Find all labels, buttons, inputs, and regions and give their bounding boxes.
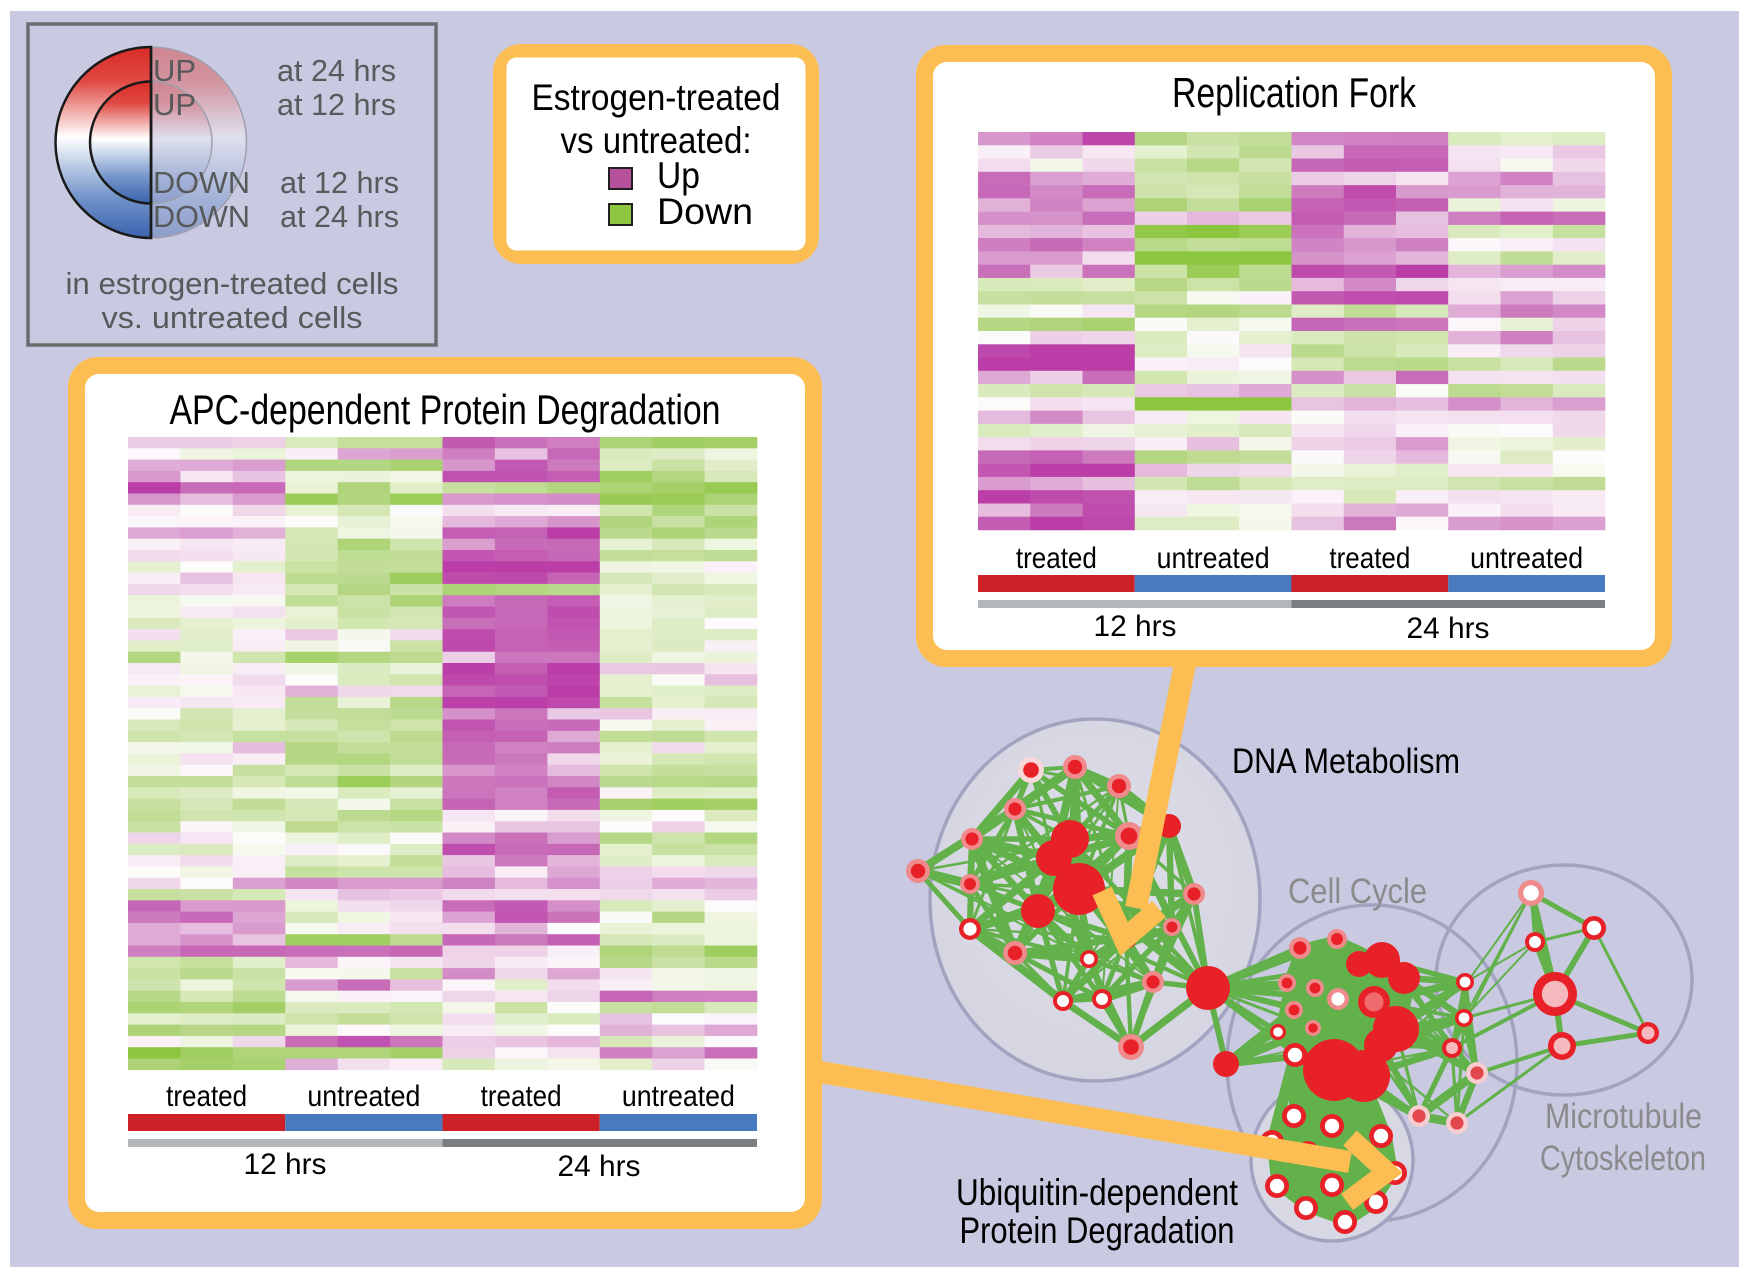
svg-text:treated: treated [1329,542,1410,575]
svg-text:Replication Fork: Replication Fork [1172,69,1417,116]
svg-text:Protein Degradation: Protein Degradation [960,1210,1235,1251]
svg-text:12 hrs: 12 hrs [244,1148,327,1181]
svg-text:treated: treated [1016,542,1097,575]
svg-text:untreated: untreated [1157,542,1270,575]
svg-text:vs. untreated cells: vs. untreated cells [102,300,363,335]
svg-text:at 24 hrs: at 24 hrs [280,199,399,234]
svg-text:APC-dependent Protein Degradat: APC-dependent Protein Degradation [170,386,721,433]
svg-text:at 24 hrs: at 24 hrs [277,53,396,88]
svg-text:Down: Down [657,191,753,232]
svg-text:Cytoskeleton: Cytoskeleton [1540,1139,1706,1178]
svg-text:24 hrs: 24 hrs [558,1150,641,1183]
svg-text:in estrogen-treated cells: in estrogen-treated cells [66,266,399,301]
svg-text:DOWN: DOWN [153,165,250,200]
svg-text:12 hrs: 12 hrs [1094,610,1177,643]
svg-text:untreated: untreated [622,1080,735,1113]
svg-text:Up: Up [657,155,700,196]
svg-text:at 12 hrs: at 12 hrs [280,165,399,200]
svg-text:24 hrs: 24 hrs [1407,612,1490,645]
svg-text:Ubiquitin-dependent: Ubiquitin-dependent [956,1172,1239,1213]
svg-text:DNA Metabolism: DNA Metabolism [1232,742,1460,781]
svg-text:Estrogen-treated: Estrogen-treated [532,77,781,118]
svg-text:vs untreated:: vs untreated: [561,120,752,161]
svg-text:treated: treated [481,1080,562,1113]
svg-text:Cell Cycle: Cell Cycle [1288,872,1427,911]
svg-text:treated: treated [166,1080,247,1113]
svg-text:untreated: untreated [307,1080,420,1113]
svg-text:at 12 hrs: at 12 hrs [277,87,396,122]
svg-text:UP: UP [153,87,196,122]
svg-text:UP: UP [153,53,196,88]
svg-text:untreated: untreated [1470,542,1583,575]
svg-text:Microtubule: Microtubule [1545,1097,1702,1136]
svg-text:DOWN: DOWN [153,199,250,234]
